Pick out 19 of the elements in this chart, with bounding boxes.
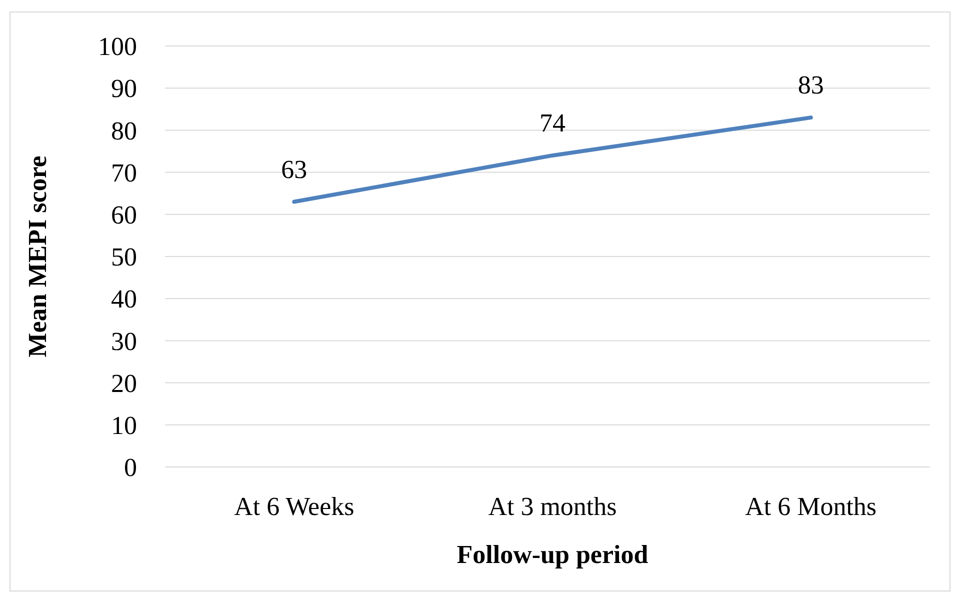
data-label: 63 bbox=[281, 154, 308, 184]
y-axis-title: Mean MEPI score bbox=[23, 156, 52, 358]
y-tick-label: 90 bbox=[111, 74, 137, 104]
data-label: 74 bbox=[540, 108, 566, 138]
y-tick-label: 60 bbox=[111, 200, 137, 230]
x-tick-label: At 6 Weeks bbox=[234, 492, 354, 521]
y-tick-label: 0 bbox=[124, 453, 137, 482]
y-tick-label: 80 bbox=[111, 116, 137, 146]
y-tick-label: 10 bbox=[111, 411, 137, 440]
y-tick-label: 20 bbox=[111, 368, 137, 398]
x-tick-label: At 6 Months bbox=[745, 492, 877, 521]
y-tick-label: 50 bbox=[111, 242, 137, 272]
y-tick-label: 100 bbox=[98, 32, 137, 62]
y-tick-label: 40 bbox=[111, 284, 137, 314]
y-tick-label: 70 bbox=[111, 158, 137, 188]
y-tick-label: 30 bbox=[111, 326, 137, 356]
x-axis-title: Follow-up period bbox=[456, 540, 649, 569]
x-tick-label: At 3 months bbox=[488, 492, 617, 521]
data-label: 83 bbox=[798, 70, 824, 100]
